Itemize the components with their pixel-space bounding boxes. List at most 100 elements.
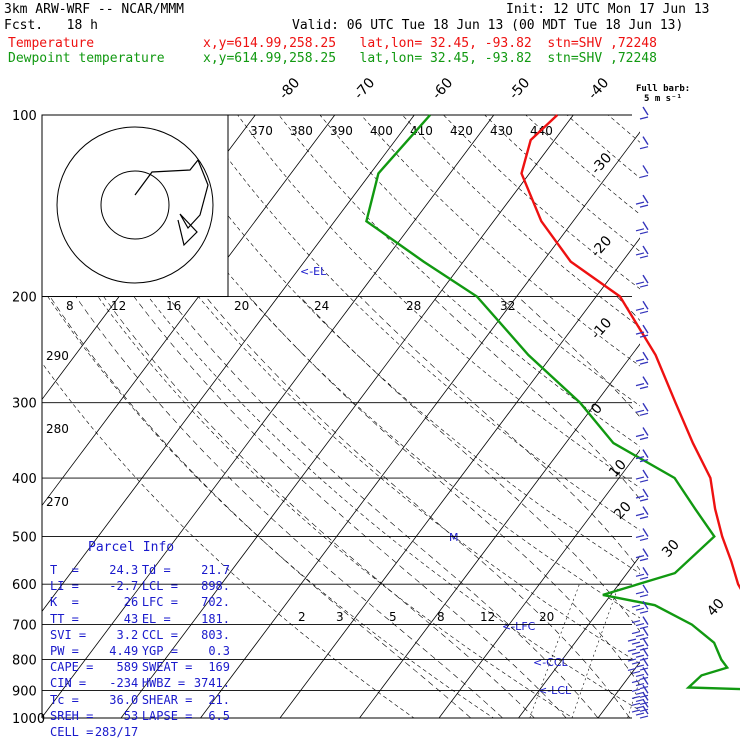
parcel-info-row: CAPE = 589 SWEAT = 169 [50,659,230,675]
wind-barb-flag [635,705,645,709]
parcel-info-value: 898. [201,579,230,594]
parcel-info-cell: PW = 4.49 [50,643,138,659]
wind-barb-flag [635,664,645,668]
wind-barb-flag [635,644,645,648]
wind-barb-staff [642,548,649,558]
pressure-tick-label: 600 [12,578,37,593]
wind-barb-flag [639,459,649,463]
hodograph-ring [100,170,170,240]
wind-barb-flag [635,673,645,678]
wind-barb-flag [635,607,645,611]
wind-barb-flag [639,694,649,698]
theta-tick-label: 390 [330,124,353,138]
parcel-info-key: LCL = [141,579,178,594]
wind-barb-flag [639,594,649,598]
theta-label: 270 [46,495,69,509]
wind-barb-staff [642,274,649,284]
parcel-info-cell: K = 26 [50,594,138,610]
wind-barb-flag [635,698,645,702]
level-marker: <-EL [300,265,327,278]
parcel-info-cell: LFC = 702. [142,594,230,610]
wind-barb-staff [642,300,649,310]
wind-barb-staff [642,402,649,412]
parcel-info-key: EL = [141,611,171,626]
dry-adiabat [732,115,740,731]
parcel-info-value: 702. [201,595,230,610]
isotherm-line [200,131,640,718]
dry-adiabat [196,115,640,531]
parcel-info-key: Tc = [50,692,79,707]
wind-barb-staff [642,684,649,694]
wind-barb-flag [635,201,645,205]
wind-barb-flag [639,204,649,208]
isotherm-line [42,115,336,507]
parcel-info-cell: CAPE = 589 [50,659,138,675]
moist-adiabat [718,297,740,719]
isotherm-label: -10 [588,315,615,343]
parcel-info-value: 3.2 [116,627,139,642]
dry-adiabat [42,134,640,711]
parcel-info-value: 169 [208,660,230,675]
theta-tick-label: 430 [490,124,513,138]
wind-barb-staff [642,194,649,204]
dewpoint-legend: Dewpoint temperature [8,51,165,66]
wind-barb-staff [642,221,649,231]
parcel-info-key: SREH = [50,708,94,723]
parcel-info-cell: LCL = 898. [142,578,230,594]
isotherm-label: -80 [276,75,303,103]
parcel-info-value: 589 [116,660,139,675]
mixing-ratio-line [571,584,620,718]
parcel-info-key: CELL = [50,725,94,740]
temperature-trace [520,114,740,590]
parcel-info-key: LAPSE = [141,708,193,723]
wind-barb-flag [635,591,645,595]
theta-tick-label: 380 [290,124,313,138]
wind-barb-flag [631,670,641,675]
wind-barb-staff [642,136,649,146]
mixing-ratio-label: 5 [389,610,397,624]
wind-barb-flag [639,610,649,614]
wind-barb-staff [642,245,649,255]
wind-barb-flag [627,658,637,662]
theta-tick-label: 400 [370,124,393,138]
parcel-info-row: PW = 4.49 YGP = 0.3 [50,643,230,659]
parcel-info-key: LFC = [141,595,178,610]
isotherm-line [597,661,640,718]
dry-adiabat [691,115,740,731]
hodograph-ring [56,126,214,284]
parcel-info-cell: HWBZ = 3741. [142,675,230,691]
wind-barb-flag [635,573,645,577]
parcel-info-value: 181. [201,611,230,626]
moist-adiabat [431,296,640,500]
wind-barb-flag [635,358,645,362]
speed-tick-label: 28 [406,299,421,313]
wind-barb-flag [639,174,649,179]
pressure-tick-label: 300 [12,397,37,412]
theta-tick-label: 420 [450,124,473,138]
wind-barb-flag [635,331,645,335]
wind-barb-flag [635,433,645,438]
wind-barb-flag [639,386,649,390]
wind-barb-flag [639,715,649,719]
wind-barb-flag [639,361,649,365]
dry-adiabat [443,115,640,290]
moist-adiabat [248,296,640,686]
moist-adiabat [616,296,640,321]
parcel-info-row: K = 26 LFC = 702. [50,594,230,610]
mixing-ratio-label: 20 [539,610,554,624]
wind-barb-flag [635,712,645,716]
parcel-info-value: 26 [123,595,139,610]
wind-barb-flag [635,228,645,232]
isotherm-label: -30 [588,150,615,178]
dry-adiabat [42,362,415,718]
moist-adiabat [133,296,567,718]
wind-barb-staff [642,566,649,576]
wind-barb-flag [627,638,637,642]
wind-barb-flag [639,667,649,671]
model-name: 3km ARW-WRF -- NCAR/MMM [4,2,185,17]
isotherm-line [120,115,574,718]
dry-adiabat [402,115,640,328]
parcel-info-row: CIN = -234 HWBZ = 3741. [50,675,230,691]
parcel-info-value: 6.5 [208,708,230,723]
